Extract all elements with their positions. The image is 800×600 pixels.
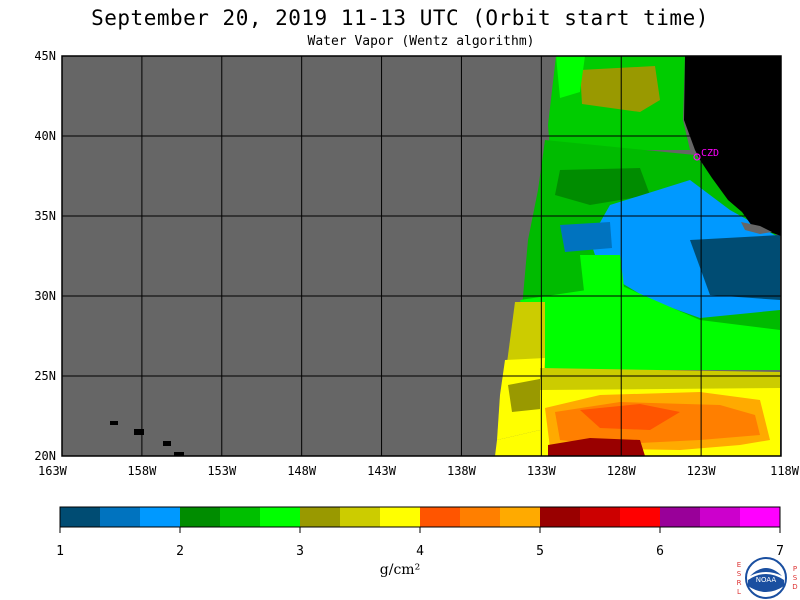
lon-label: 133W (527, 464, 557, 478)
vapor-region-yellow-band (540, 368, 780, 392)
colorbar-swatch (140, 507, 181, 527)
lon-label: 158W (127, 464, 157, 478)
colorbar-swatch (300, 507, 341, 527)
station-label: CZD (701, 148, 719, 159)
land-mass (684, 56, 781, 236)
land-no-data-edge (741, 222, 772, 234)
colorbar-swatch (660, 507, 701, 527)
colorbar-swatch (220, 507, 261, 527)
vapor-region-light-green (520, 285, 780, 370)
vapor-region-light-green-patch (580, 255, 625, 300)
vapor-region-north-light (556, 56, 585, 98)
colorbar-swatch (420, 507, 461, 527)
map-area: CZD (61, 55, 782, 457)
colorbar-swatch (620, 507, 661, 527)
lat-label: 45N (34, 49, 56, 63)
water-vapor-field (495, 56, 780, 456)
graticule (62, 56, 781, 456)
colorbar-swatch (700, 507, 741, 527)
noaa-emblem-text: NOAA (756, 576, 777, 584)
vapor-region-central-dark (555, 168, 650, 205)
lon-label: 123W (687, 464, 717, 478)
lat-label: 30N (34, 289, 56, 303)
colorbar-tick-label: 2 (176, 544, 184, 559)
logo-letter: R (736, 579, 742, 587)
colorbar (59, 506, 781, 533)
colorbar-swatch (380, 507, 421, 527)
colorbar-tick-label: 4 (416, 544, 424, 559)
vapor-region-dry-north (580, 66, 660, 112)
vapor-region-olive (508, 378, 550, 412)
colorbar-swatch (100, 507, 141, 527)
colorbar-swatch (260, 507, 301, 527)
logo-letter: L (737, 588, 741, 596)
lat-label: 40N (34, 129, 56, 143)
lon-label: 128W (607, 464, 637, 478)
colorbar-swatch (740, 507, 781, 527)
lon-label: 153W (207, 464, 237, 478)
lon-label: 143W (367, 464, 397, 478)
vapor-region-red-orange (580, 404, 680, 430)
colorbar-tick-label: 3 (296, 544, 304, 559)
lat-label: 20N (34, 449, 56, 463)
hawaiian-islands (110, 421, 184, 456)
longitude-labels: 163W 158W 153W 148W 143W 138W 133W 128W 123W 118W (38, 464, 800, 478)
map-title: September 20, 2019 11-13 UTC (Orbit star… (91, 6, 709, 30)
colorbar-swatch (60, 507, 101, 527)
colorbar-swatch (180, 507, 221, 527)
colorbar-swatch (340, 507, 381, 527)
vapor-region-deep-blue (690, 235, 780, 300)
noaa-emblem-icon: NOAA (745, 557, 787, 599)
latitude-labels: 45N 40N 35N 30N 25N 20N (34, 49, 56, 463)
colorbar-swatch (460, 507, 501, 527)
logo-letter: D (792, 583, 798, 591)
lat-label: 25N (34, 369, 56, 383)
colorbar-units: g/cm² (379, 562, 421, 578)
vapor-region-blue-patch (560, 222, 612, 252)
colorbar-tick-label: 7 (776, 544, 784, 559)
lat-label: 35N (34, 209, 56, 223)
colorbar-tick-label: 5 (536, 544, 544, 559)
colorbar-tick-label: 6 (656, 544, 664, 559)
colorbar-swatch (580, 507, 621, 527)
colorbar-swatch (540, 507, 581, 527)
map-frame (61, 55, 782, 457)
colorbar-tick-label: 1 (56, 544, 64, 559)
lon-label: 148W (287, 464, 317, 478)
logo-letter: P (792, 565, 798, 573)
lon-label: 118W (770, 464, 800, 478)
logo-letter: S (736, 570, 742, 578)
lon-label: 138W (447, 464, 477, 478)
logo-letter: E (736, 561, 742, 569)
lon-label: 163W (38, 464, 68, 478)
map-subtitle: Water Vapor (Wentz algorithm) (307, 34, 535, 49)
logo-letter: S (792, 574, 798, 582)
colorbar-swatch (500, 507, 541, 527)
station-marker-czd: CZD (693, 148, 719, 161)
